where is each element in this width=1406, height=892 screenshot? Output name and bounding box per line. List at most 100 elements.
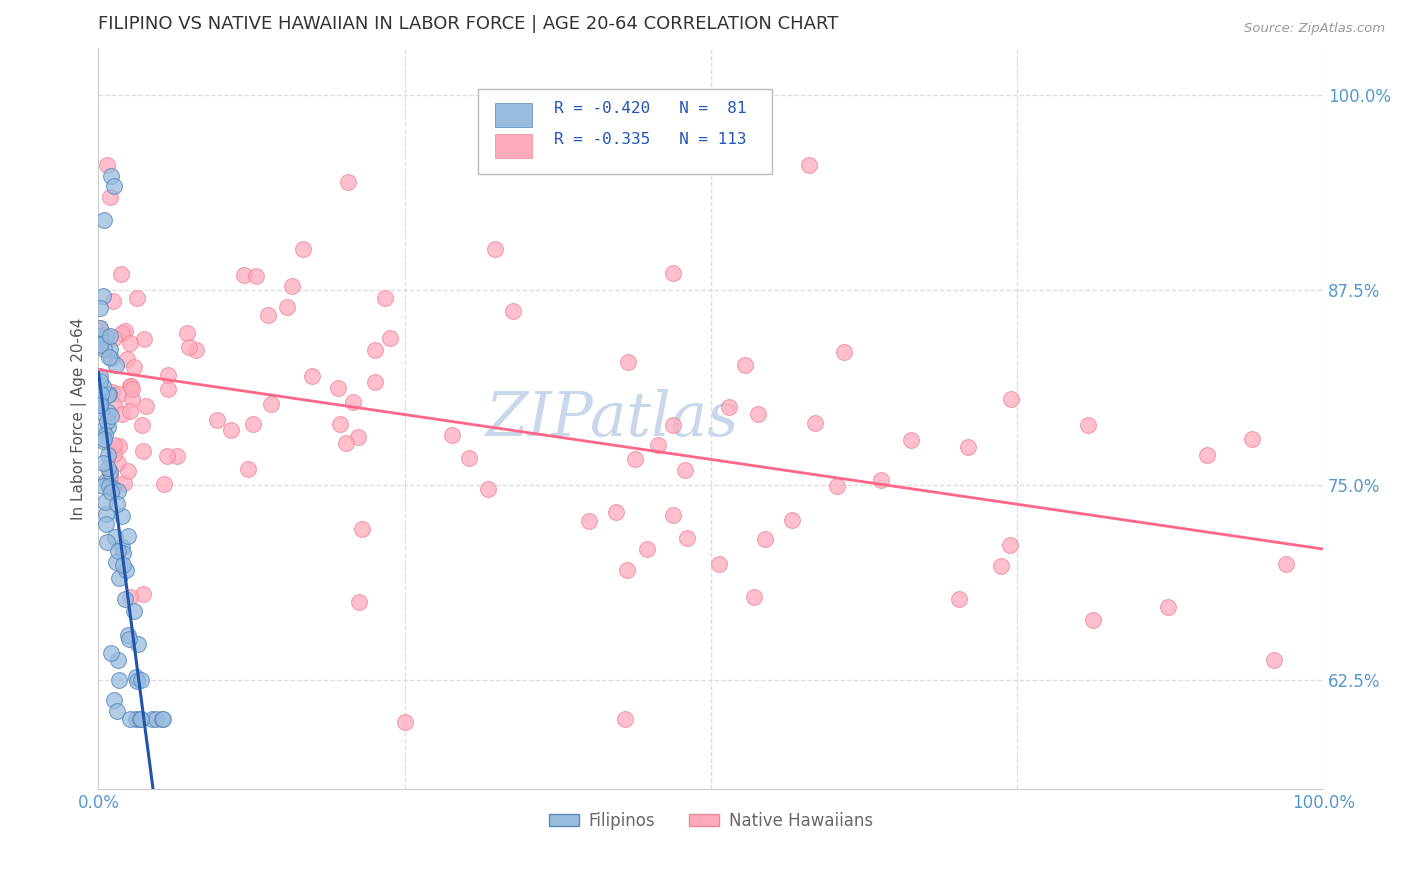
Point [342,395,364,409]
Point [118,379,141,393]
Point [364,376,387,390]
Point [117,464,139,478]
Point [900,433,922,447]
Point [636,542,658,557]
Point [347,430,370,444]
Point [236,462,259,476]
Point [103,481,125,495]
Point [117,628,139,642]
Text: R = -0.335   N = 113: R = -0.335 N = 113 [554,132,747,147]
Point [131,417,153,432]
Point [114,592,136,607]
Point [89,368,111,383]
Point [676,531,699,545]
Point [132,444,155,458]
Legend: Filipinos, Native Hawaiians: Filipinos, Native Hawaiians [543,805,880,837]
Point [127,674,149,689]
Point [94,475,117,489]
Point [156,449,179,463]
Point [91,434,114,448]
Point [89,337,111,351]
Point [90,334,112,349]
Point [153,476,176,491]
Point [948,592,970,607]
Point [131,673,153,687]
Point [107,387,129,401]
Point [122,604,145,618]
Point [364,343,387,358]
FancyBboxPatch shape [495,134,531,158]
Point [141,712,163,726]
Text: ZIPatlas: ZIPatlas [486,389,740,449]
Point [605,505,627,519]
Point [118,632,141,646]
Point [614,712,637,726]
FancyBboxPatch shape [478,89,772,174]
Point [166,449,188,463]
Point [105,704,128,718]
Point [111,558,134,572]
Point [93,213,115,227]
Point [89,374,111,388]
Point [89,338,111,352]
Point [1157,599,1180,614]
Point [347,595,370,609]
Point [104,530,127,544]
Point [112,476,135,491]
Point [93,343,115,357]
Point [870,473,893,487]
Point [91,379,114,393]
Point [121,392,143,406]
Point [94,330,117,344]
Point [441,427,464,442]
Point [219,423,242,437]
Point [93,479,115,493]
Point [378,331,401,345]
Point [120,403,142,417]
Point [107,484,129,499]
Point [374,292,396,306]
Point [176,326,198,340]
Point [335,436,357,450]
Point [111,540,134,554]
Point [156,368,179,382]
Point [98,343,121,357]
Point [108,439,131,453]
Point [101,294,124,309]
Point [484,242,506,256]
Point [124,712,146,726]
Point [120,379,142,393]
Point [121,383,143,397]
Point [245,269,267,284]
Point [617,354,640,368]
Point [150,712,173,726]
Point [107,653,129,667]
Point [90,386,112,401]
Point [105,358,128,372]
Point [89,392,111,406]
Point [97,404,120,418]
Point [242,417,264,432]
Point [98,479,121,493]
Point [100,646,122,660]
Point [827,479,849,493]
Point [350,522,373,536]
Point [103,398,125,412]
Point [97,448,120,462]
Point [1241,432,1264,446]
Point [1275,558,1298,572]
Point [122,359,145,374]
Point [616,563,638,577]
Point [1083,613,1105,627]
Point [329,417,352,432]
Point [135,399,157,413]
Point [96,414,118,428]
Point [797,158,820,172]
Point [134,332,156,346]
Point [97,420,120,434]
Point [97,386,120,401]
Point [132,587,155,601]
Point [184,343,207,358]
Point [129,712,152,726]
Point [118,590,141,604]
